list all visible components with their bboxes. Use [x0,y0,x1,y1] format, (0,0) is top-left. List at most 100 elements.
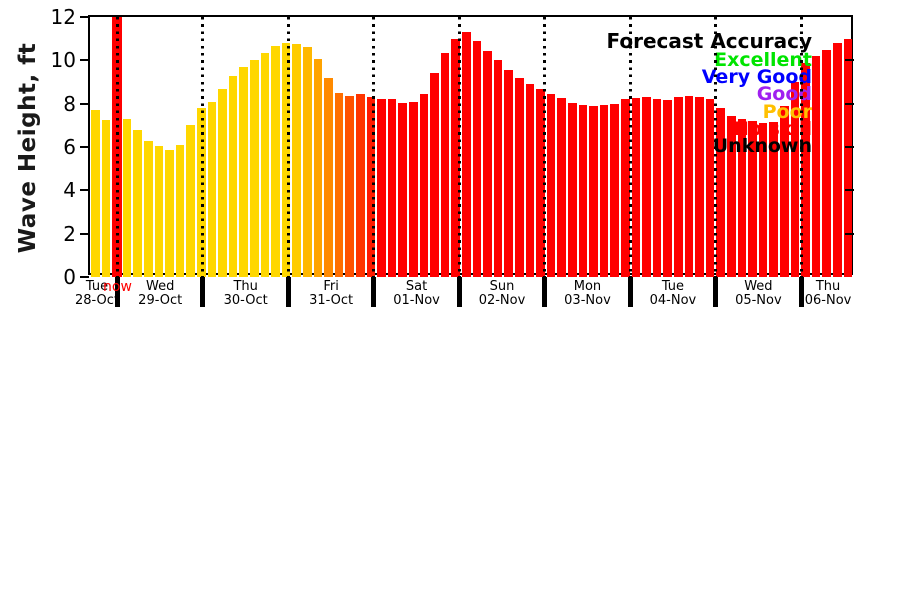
legend-item-good: Good [756,83,812,106]
wave-height-bar [705,99,715,277]
wave-height-bar [546,93,556,277]
wave-height-bar [568,102,577,277]
wave-height-bar [91,110,100,277]
y-axis-tick-label: 6 [63,135,76,159]
day-boundary-tick [627,277,633,307]
wave-height-bar [175,144,185,277]
wave-height-bar [271,46,280,277]
legend-title: Forecast Accuracy [606,29,812,53]
wave-height-bar [197,108,206,277]
wave-height-bar [578,104,588,278]
wave-height-bar [165,150,174,278]
x-axis-date-label: 30-Oct [223,292,268,308]
day-boundary-line [799,17,803,277]
wave-height-bar [345,96,354,277]
wave-height-bar [811,56,821,277]
day-boundary-line [628,17,632,277]
wave-height-bar [790,82,800,277]
y-axis-tick-right [845,59,854,62]
wave-height-bar [843,38,853,277]
x-axis-date-label: 01-Nov [393,292,440,308]
wave-height-bar [398,102,407,277]
day-boundary-tick [713,277,719,307]
wave-height-bar [557,98,566,278]
wave-height-bar [334,92,344,277]
x-axis-date-label: 05-Nov [735,292,782,308]
x-axis-date-label: 28-Oct [74,292,120,308]
day-boundary-tick [285,277,291,307]
x-axis-date-label: 02-Nov [478,292,526,308]
y-axis-tick-right [845,146,854,148]
wave-height-bar [727,115,736,277]
x-axis-day-label: Wed [146,279,175,294]
wave-height-bar [695,97,704,277]
wave-height-bar [525,84,535,277]
y-axis-tick [80,59,89,62]
x-axis-day-label: Sat [405,279,428,294]
day-boundary-tick [542,277,548,307]
wave-height-bar [122,118,132,277]
wave-height-bar [440,52,450,278]
wave-height-bar [599,104,609,278]
wave-height-bar [462,32,471,277]
y-axis-tick-right [845,102,854,105]
y-axis-tick [80,276,89,278]
y-axis-tick [80,189,89,192]
wave-height-bar [610,103,619,277]
wave-height-bar [292,44,301,277]
x-axis-day-label: Tue [661,279,685,294]
x-axis-date-label: 06-Nov [804,292,852,308]
x-axis-day-label: Wed [744,279,773,294]
x-axis-date-label: 03-Nov [564,292,611,308]
wave-height-bar [515,77,524,277]
wave-height-bar [218,88,227,277]
y-axis-tick-label: 4 [63,178,76,203]
wave-height-bar [758,123,768,277]
y-axis-tick [80,102,89,105]
wave-height-bar [716,108,725,277]
wave-height-bar [472,40,482,277]
now-label: now [103,279,132,295]
wave-height-bar [451,38,460,277]
day-boundary-line [457,17,461,277]
wave-height-bar [769,122,778,277]
y-axis-tick-label: 10 [50,48,76,73]
wave-height-bar [377,99,386,277]
wave-height-bar [260,52,270,278]
wave-height-bar [133,129,142,277]
day-boundary-line [286,17,290,277]
wave-height-bar [684,96,694,277]
wave-height-bar [207,101,217,277]
day-boundary-line [543,17,547,277]
legend-item-excellent: Excellent [714,49,812,71]
x-axis-date-label: 31-Oct [309,292,354,308]
wave-height-bar [356,93,365,277]
day-boundary-line [372,17,376,277]
y-axis-tick [80,232,89,235]
wave-height-bar [737,118,747,277]
wave-height-bar [366,97,376,277]
day-boundary-tick [200,277,206,307]
wave-height-bar [493,60,503,277]
legend-item-no-skill: No skill [732,117,812,140]
wave-height-bar [642,97,651,277]
wave-height-bar [154,145,164,277]
wave-height-bar [409,101,418,277]
forecast-accuracy-legend: Forecast Accuracy Excellent Very Good Good… [606,29,812,156]
wave-height-bar [652,99,662,277]
y-axis-tick-label: 12 [50,5,76,29]
wave-height-bar [631,98,641,278]
y-axis-tick-label: 0 [63,265,76,289]
wave-height-bar [303,47,312,277]
wave-height-bar [748,121,757,277]
day-boundary-tick [798,277,804,307]
day-boundary-tick [456,277,462,307]
y-axis-tick-label: 8 [63,91,76,116]
wave-height-bar [504,70,513,277]
wave-height-bar [674,97,683,277]
wave-height-bar [250,60,259,277]
day-boundary-line [714,17,718,277]
legend-item-very-good: Very Good [701,66,812,89]
x-axis-day-label: Tue [85,279,109,294]
